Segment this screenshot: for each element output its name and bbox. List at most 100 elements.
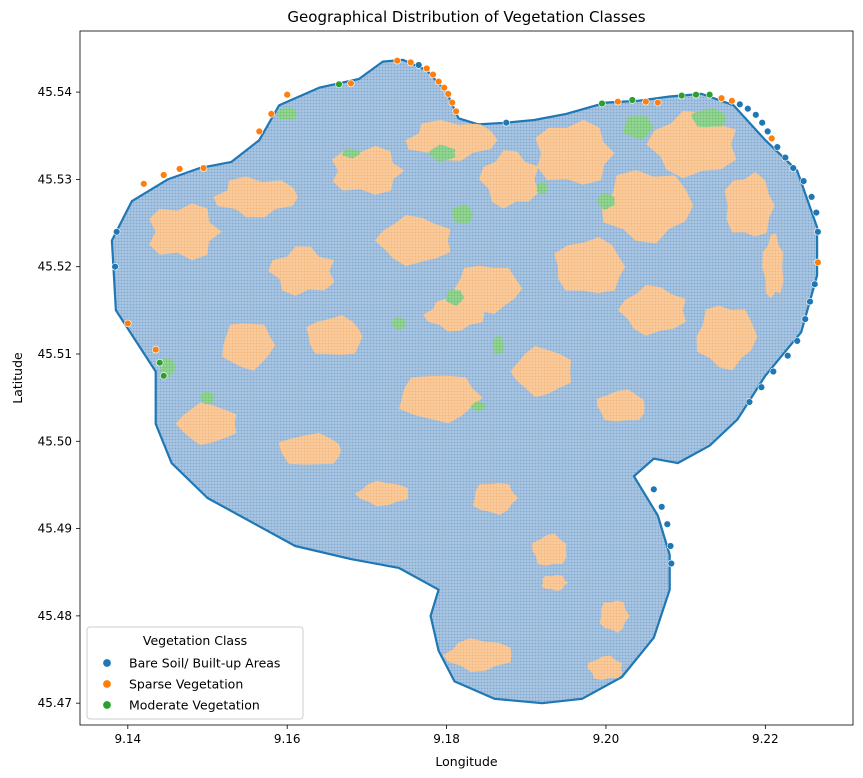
y-tick-label: 45.49 (38, 522, 72, 536)
y-tick-label: 45.53 (38, 172, 72, 186)
x-tick-label: 9.14 (114, 732, 141, 746)
scatter-point (628, 96, 636, 104)
sparse-vegetation-patch (374, 215, 451, 266)
scatter-point (156, 359, 164, 367)
legend-label: Sparse Vegetation (129, 677, 243, 692)
scatter-point (666, 542, 675, 550)
scatter-point (335, 80, 343, 89)
scatter-point (160, 171, 168, 179)
moderate-vegetation-patch (390, 316, 406, 331)
scatter-point (663, 520, 671, 528)
sparse-vegetation-patch (278, 433, 342, 465)
scatter-point (175, 165, 184, 173)
scatter-point (799, 177, 808, 185)
sparse-vegetation-patch (646, 110, 737, 179)
sparse-vegetation-patch (596, 389, 645, 422)
sparse-vegetation-patch (479, 150, 539, 209)
scatter-point (783, 352, 792, 360)
scatter-point (752, 111, 760, 119)
sparse-vegetation-patch (213, 176, 298, 218)
scatter-point (705, 90, 714, 99)
scatter-point (434, 77, 443, 86)
sparse-vegetation-patch (618, 285, 686, 336)
sparse-vegetation-patch (535, 119, 615, 185)
scatter-point (789, 164, 797, 172)
scatter-point (124, 319, 132, 328)
scatter-point (744, 104, 752, 113)
scatter-point (717, 94, 726, 102)
chart-title: Geographical Distribution of Vegetation … (287, 8, 645, 26)
moderate-vegetation-patch (492, 335, 504, 354)
sparse-vegetation-patch (454, 265, 523, 314)
scatter-point (654, 98, 662, 107)
scatter-point (415, 61, 423, 69)
scatter-point (642, 97, 650, 106)
x-tick-label: 9.16 (274, 732, 301, 746)
scatter-point (267, 110, 275, 118)
sparse-vegetation-patch (599, 600, 630, 633)
scatter-point (440, 83, 448, 92)
moderate-vegetation-patch (199, 390, 215, 405)
scatter-point (283, 90, 291, 99)
scatter-point (667, 559, 675, 568)
sparse-vegetation-patch (510, 345, 571, 397)
sparse-vegetation-patch (601, 170, 694, 244)
scatter-point (452, 107, 460, 116)
edge-points (111, 56, 822, 568)
scatter-point (692, 90, 700, 99)
scatter-point (598, 99, 606, 108)
scatter-point (140, 180, 148, 188)
y-tick-label: 45.52 (38, 260, 72, 274)
scatter-point (393, 56, 401, 65)
sparse-vegetation-patch (399, 375, 483, 424)
sparse-vegetation-patch (423, 298, 485, 332)
sparse-vegetation-patch (306, 315, 363, 355)
legend-marker (102, 679, 112, 689)
scatter-point (255, 127, 263, 136)
scatter-point (814, 228, 822, 236)
sparse-vegetation-patch (587, 655, 623, 680)
scatter-point (812, 208, 820, 217)
moderate-vegetation-patch (342, 148, 361, 159)
sparse-vegetation-patch (541, 574, 569, 592)
scatter-point (347, 79, 355, 88)
y-tick-label: 45.48 (38, 609, 72, 623)
scatter-point (650, 485, 658, 493)
y-axis-label: Latitude (10, 352, 25, 404)
sparse-vegetation-patch (332, 145, 405, 195)
sparse-vegetation-patch (554, 237, 626, 294)
scatter-point (112, 228, 121, 236)
y-tick-label: 45.50 (38, 434, 72, 448)
moderate-vegetation-patch (596, 192, 615, 210)
scatter-point (614, 97, 622, 106)
x-tick-label: 9.18 (433, 732, 460, 746)
sparse-vegetation-patch (222, 323, 276, 371)
sparse-vegetation-patch (724, 172, 775, 237)
legend-box (86, 626, 304, 720)
moderate-vegetation-region (160, 107, 726, 412)
plot-frame (79, 30, 854, 726)
scatter-point (677, 91, 686, 100)
sparse-vegetation-patch (472, 483, 519, 515)
scatter-point (806, 297, 814, 306)
scatter-point (657, 503, 666, 511)
scatter-point (745, 398, 754, 406)
scatter-point (807, 193, 816, 201)
scatter-point (758, 118, 766, 127)
scatter-point (801, 315, 809, 323)
scatter-point (444, 90, 452, 98)
moderate-vegetation-patch (428, 144, 456, 162)
scatter-point (111, 263, 119, 271)
sparse-vegetation-patch (268, 246, 335, 296)
scatter-point (728, 97, 736, 105)
legend-marker (102, 700, 112, 710)
scatter-point (773, 143, 781, 151)
scatter-point (763, 127, 772, 136)
moderate-vegetation-patch (623, 116, 654, 140)
scatter-point (448, 98, 456, 107)
sparse-vegetation-patch (149, 203, 222, 261)
legend-label: Moderate Vegetation (129, 698, 260, 713)
scatter-point (152, 345, 160, 354)
moderate-vegetation-patch (691, 108, 726, 128)
scatter-point (793, 337, 801, 345)
